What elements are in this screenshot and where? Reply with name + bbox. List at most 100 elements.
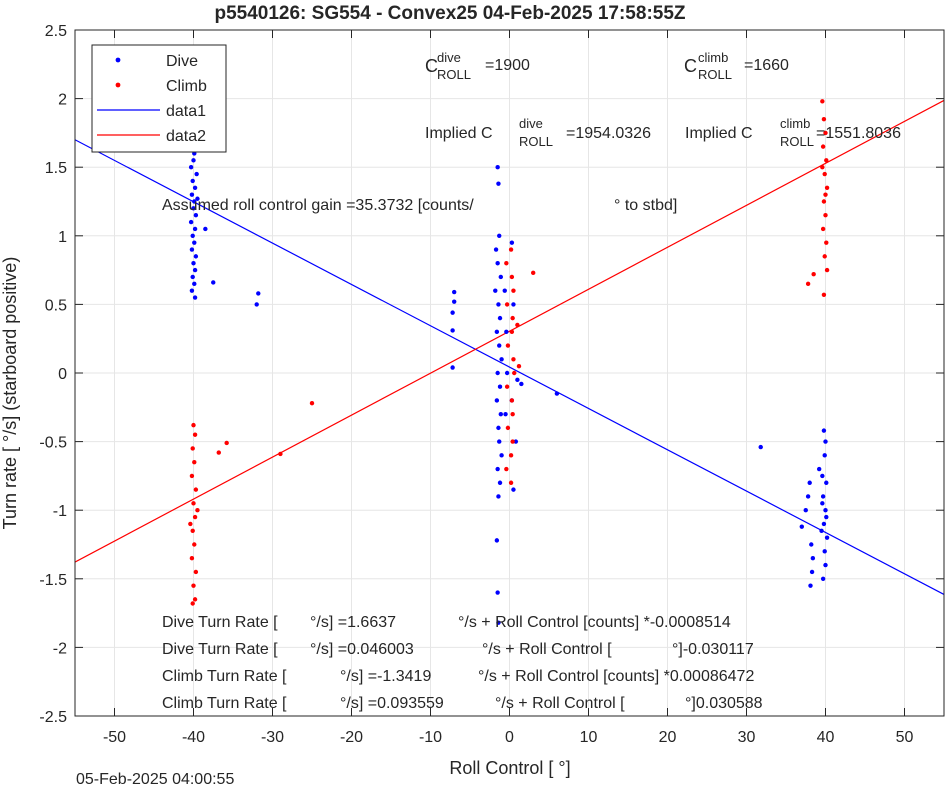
dive-point — [203, 226, 208, 232]
dive-point — [497, 384, 503, 389]
dive-point — [495, 466, 500, 472]
legend-box — [91, 44, 227, 153]
legend-label-data2: data2 — [166, 128, 206, 145]
y-tick-label: 0 — [58, 366, 67, 383]
gain-text: Assumed roll control gain =35.3732 [coun… — [162, 197, 474, 214]
y-tick-label: -0.5 — [39, 435, 67, 452]
dive-point — [497, 315, 503, 321]
dive-point — [496, 620, 501, 625]
dive-point — [816, 466, 822, 472]
fit-lines — [75, 99, 944, 595]
implied-dive-prefix: Implied C — [425, 125, 493, 142]
dive-point — [497, 439, 502, 444]
chart-title: p5540126: SG554 - Convex25 04-Feb-2025 1… — [214, 3, 685, 24]
gain-unit: ° to stbd] — [614, 197, 677, 214]
climb-point — [823, 213, 828, 218]
climb-point — [189, 556, 195, 561]
dive-point — [511, 487, 516, 492]
dive-point — [509, 240, 515, 245]
dive-point — [188, 219, 194, 225]
eq4-part-d: °]0.030588 — [685, 695, 763, 712]
dive-point — [211, 280, 216, 285]
climb-point — [824, 185, 830, 190]
x-tick-label: 0 — [505, 729, 514, 746]
climb-point — [823, 192, 828, 197]
climb-point — [192, 459, 197, 465]
climb-point — [191, 501, 196, 506]
dive-point — [504, 329, 509, 335]
climb-point — [822, 254, 827, 259]
dive-point — [190, 178, 195, 184]
dive-point — [496, 494, 501, 499]
dive-point — [190, 233, 195, 238]
dive-point — [820, 501, 825, 506]
eq3-part-a: Climb Turn Rate [ — [162, 668, 287, 685]
x-tick-label: -30 — [261, 729, 284, 746]
climb-point — [511, 288, 516, 293]
dive-point — [193, 213, 199, 218]
c-dive-value: =1900 — [485, 57, 530, 74]
footer-timestamp: 05-Feb-2025 04:00:55 — [76, 771, 235, 788]
dive-point — [824, 480, 829, 485]
y-tick-label: -2 — [53, 640, 67, 657]
eq2-part-d: °]-0.030117 — [672, 641, 754, 658]
implied-dive-value: =1954.0326 — [566, 125, 651, 142]
dive-point — [191, 158, 196, 163]
climb-point — [224, 440, 229, 446]
climb-point — [216, 450, 221, 455]
implied-climb-prefix: Implied C — [685, 125, 753, 142]
dive-point — [495, 165, 500, 170]
climb-point — [512, 370, 517, 376]
implied-climb-sup: climb — [780, 116, 810, 131]
dive-point — [256, 291, 261, 296]
dive-point — [807, 480, 812, 485]
climb-point — [511, 357, 516, 362]
climb-point — [823, 130, 828, 136]
dive-point — [495, 370, 500, 376]
eq4-part-b: °/s] =0.093559 — [340, 695, 444, 712]
y-tick-label: 2 — [58, 92, 67, 109]
climb-point — [504, 261, 509, 266]
implied-climb-sub: ROLL — [780, 134, 814, 149]
x-tick-label: 40 — [817, 729, 835, 746]
dive-point — [188, 165, 194, 170]
dive-point — [799, 524, 804, 529]
eq4-part-c: °/s + Roll Control [ — [495, 695, 625, 712]
implied-climb-annotation: Implied C climb ROLL =1551.8036 — [685, 116, 901, 149]
climb-point — [811, 272, 816, 277]
climb-point — [820, 99, 825, 104]
dive-point — [189, 247, 195, 252]
climb-point — [192, 597, 198, 602]
legend-marker-Climb — [115, 82, 121, 88]
climb-point — [824, 240, 829, 245]
data-points — [188, 82, 830, 625]
implied-dive-sup: dive — [519, 116, 543, 131]
x-tick-label: -10 — [419, 729, 442, 746]
dive-point — [190, 274, 195, 280]
legend-marker-Dive — [115, 57, 121, 63]
climb-point — [192, 432, 198, 437]
fit-equations: Dive Turn Rate [ °/s] =1.6637 °/s + Roll… — [162, 614, 763, 712]
implied-dive-sub: ROLL — [519, 134, 553, 149]
dive-point — [497, 343, 502, 348]
climb-point — [193, 487, 199, 492]
dive-point — [189, 288, 195, 293]
climb-point — [531, 270, 536, 276]
dive-point — [502, 288, 507, 293]
y-tick-label: 1.5 — [45, 160, 67, 177]
dive-point — [513, 439, 519, 444]
dive-point — [823, 562, 828, 568]
climb-point — [190, 528, 195, 533]
dive-point — [810, 556, 816, 561]
eq4-part-a: Climb Turn Rate [ — [162, 695, 287, 712]
dive-point — [194, 171, 199, 177]
y-tick-label: 0.5 — [45, 297, 67, 314]
climb-point — [510, 411, 515, 417]
climb-point — [510, 315, 515, 321]
climb-point — [821, 292, 827, 297]
dive-point — [821, 521, 827, 527]
climb-point — [821, 199, 827, 204]
climb-point — [278, 451, 283, 457]
c-climb-value: =1660 — [744, 57, 789, 74]
